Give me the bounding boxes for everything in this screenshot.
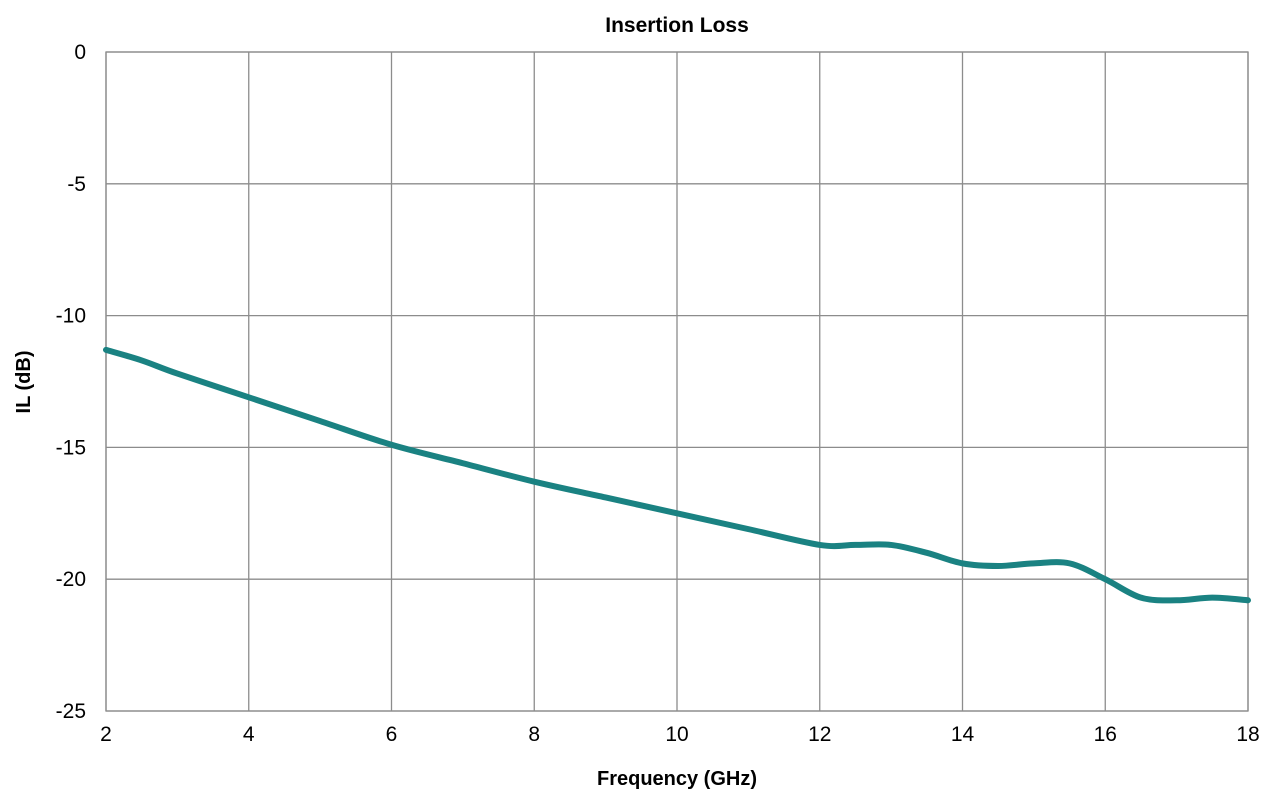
x-tick-label: 6 — [386, 723, 398, 746]
y-axis-label: IL (dB) — [13, 351, 35, 414]
x-tick-label: 4 — [243, 723, 255, 746]
y-tick-label: -5 — [67, 173, 86, 196]
y-tick-label: -15 — [56, 436, 86, 459]
x-axis-label: Frequency (GHz) — [597, 768, 757, 790]
insertion-loss-series-line — [103, 346, 1251, 604]
plot-area-border — [105, 51, 1249, 712]
x-tick-label: 10 — [665, 723, 688, 746]
x-axis-ticks: 2 4 6 8 10 12 14 16 18 — [100, 723, 1260, 746]
chart-title: Insertion Loss — [605, 14, 749, 37]
x-tick-label: 14 — [951, 723, 975, 746]
y-axis-ticks: 0 -5 -10 -15 -20 -25 — [56, 41, 86, 723]
x-tick-label: 12 — [808, 723, 831, 746]
y-tick-label: 0 — [74, 41, 86, 64]
grid-layer — [105, 51, 1249, 712]
x-tick-label: 8 — [528, 723, 540, 746]
y-tick-label: -10 — [56, 305, 86, 328]
series-layer — [103, 346, 1251, 604]
x-tick-label: 18 — [1236, 723, 1259, 746]
x-tick-label: 16 — [1094, 723, 1117, 746]
x-tick-label: 2 — [100, 723, 112, 746]
y-tick-label: -20 — [56, 568, 86, 591]
y-tick-label: -25 — [56, 700, 86, 723]
